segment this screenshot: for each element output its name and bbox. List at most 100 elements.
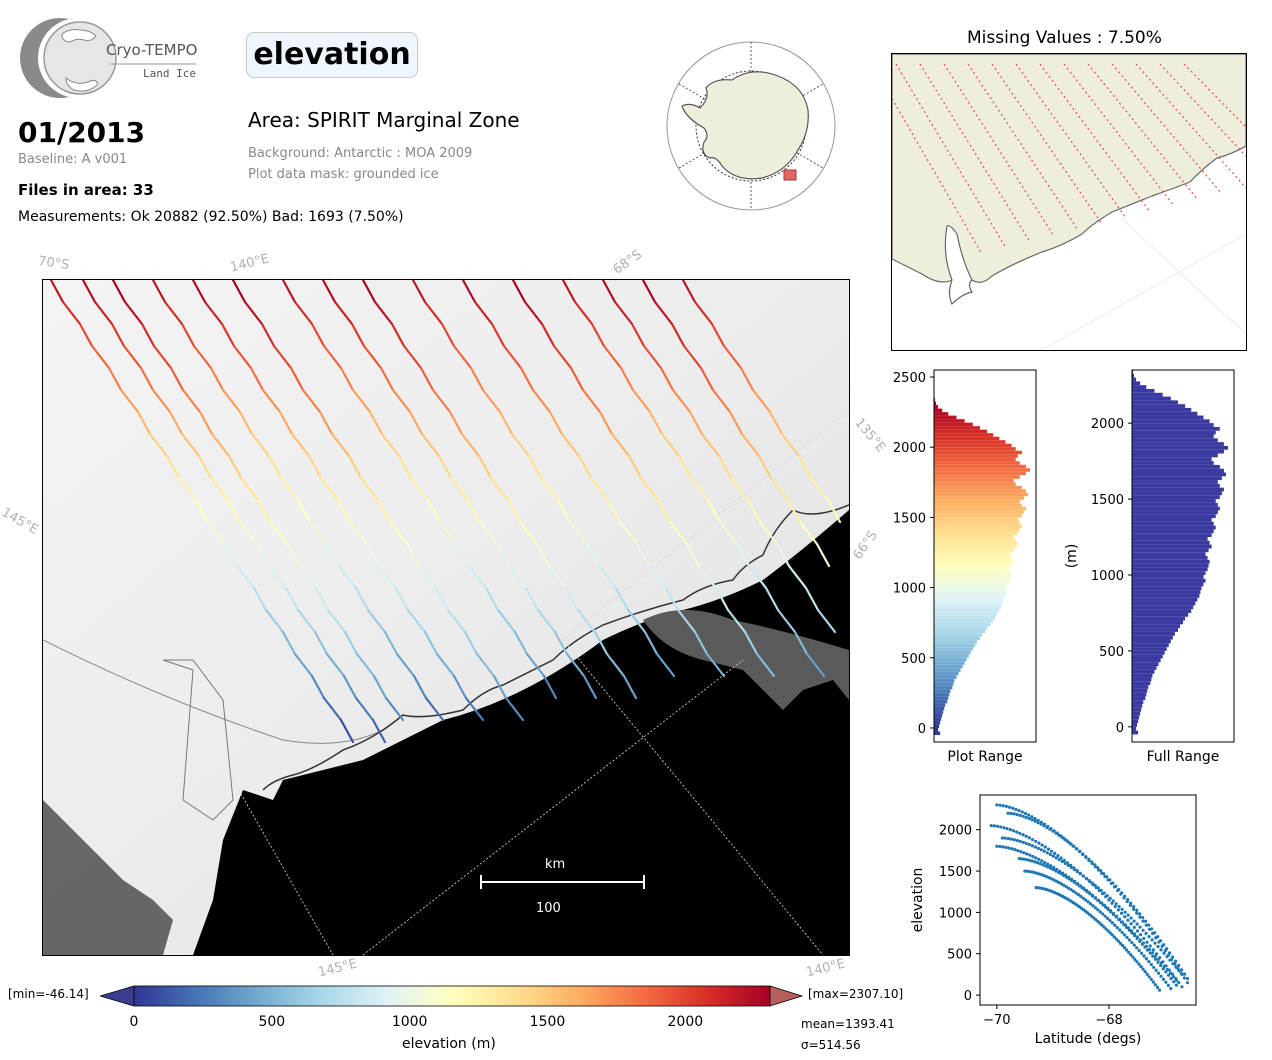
scatter-point: [1114, 937, 1118, 941]
scatter-point: [1027, 842, 1031, 847]
histogram-bar: [934, 584, 1008, 588]
histogram-bar: [934, 647, 973, 651]
histogram-bar: [1132, 445, 1228, 450]
scatter-point: [1159, 974, 1163, 978]
scatter-point: [1050, 877, 1054, 881]
histogram-bar: [934, 506, 1026, 511]
track-segment: [502, 344, 523, 370]
histogram-bar: [934, 443, 1012, 448]
scatter-point: [1105, 875, 1109, 879]
histogram-bar: [1132, 631, 1175, 636]
track-segment: [191, 278, 207, 304]
track-segment: [793, 630, 809, 656]
track-segment: [342, 674, 358, 700]
scatter-point: [1139, 933, 1143, 937]
histogram-bar: [1132, 548, 1209, 553]
track-segment: [477, 454, 493, 480]
x-tick-label: −68: [1095, 1013, 1122, 1028]
scatter-point: [1098, 901, 1103, 905]
track-segment: [728, 410, 744, 436]
scatter-point: [1001, 804, 1005, 808]
scatter-point: [1003, 836, 1008, 840]
scatter-point: [1143, 945, 1147, 949]
histogram-bar: [1132, 597, 1198, 602]
scatter-point: [1156, 960, 1160, 964]
histogram-bar: [934, 531, 1018, 535]
track-segment: [601, 278, 617, 304]
scatter-point: [1031, 854, 1035, 859]
histogram-bar: [934, 408, 943, 413]
scatter-point: [1105, 916, 1110, 920]
histogram-bar: [934, 640, 977, 644]
track-segment: [361, 278, 377, 304]
scatter-point: [1126, 913, 1130, 917]
scatter-point: [1180, 985, 1184, 989]
scatter-point: [1096, 898, 1100, 902]
histogram-bar: [1132, 533, 1212, 538]
track-segment: [642, 344, 663, 370]
track-segment: [232, 344, 253, 370]
track-segment: [343, 630, 359, 656]
track-segment: [405, 542, 421, 568]
track-segment: [706, 498, 722, 524]
scatter-point: [1111, 912, 1116, 917]
track-segment: [449, 476, 470, 502]
scatter-point: [1098, 921, 1102, 925]
histogram-bar: [934, 720, 941, 725]
scatter-point: [1144, 957, 1149, 961]
track-segment: [221, 388, 242, 414]
track-segment: [110, 322, 126, 348]
track-segment: [163, 300, 184, 326]
track-segment: [402, 344, 423, 370]
missing-values-map[interactable]: [891, 53, 1247, 351]
histogram-bar: [934, 678, 955, 683]
scatter-point: [1142, 954, 1146, 958]
scatter-point: [1036, 861, 1040, 865]
track-segment: [339, 718, 355, 744]
scatter-point: [1021, 833, 1025, 837]
track-segment: [511, 278, 527, 304]
main-map[interactable]: km 100: [42, 278, 850, 956]
track-segment: [525, 652, 546, 678]
histogram-bar: [934, 450, 1022, 455]
scatter-point: [1168, 971, 1172, 975]
track-segment: [577, 454, 593, 480]
scatter-point: [1084, 898, 1088, 902]
track-segment: [492, 674, 508, 700]
track-segment: [434, 586, 450, 612]
track-segment: [348, 520, 369, 546]
track-segment: [180, 432, 201, 458]
scatter-point: [1071, 889, 1076, 893]
track-segment: [527, 454, 543, 480]
scatter-point: [1018, 839, 1022, 844]
histogram-bar: [934, 605, 1002, 609]
track-segment: [484, 586, 500, 612]
scatter-point: [1135, 911, 1139, 915]
scatter-point: [1120, 907, 1124, 911]
scatter-point: [1012, 838, 1017, 842]
scatter-point: [1019, 849, 1023, 854]
track-segment: [267, 454, 283, 480]
histogram-bar: [1132, 510, 1218, 515]
histogram-bar: [934, 668, 961, 672]
scatter-point: [1027, 813, 1031, 817]
histogram-bar: [934, 489, 1026, 493]
scatter-point: [1129, 953, 1133, 957]
track-segment: [140, 322, 156, 348]
track-segment: [552, 344, 573, 370]
histogram-bar: [934, 415, 957, 420]
scatter-point: [1062, 883, 1066, 887]
track-segment: [419, 366, 435, 392]
scatter-point: [999, 825, 1003, 829]
scatter-point: [1063, 861, 1067, 866]
track-segment: [560, 432, 581, 458]
scatter-point: [1131, 907, 1136, 911]
histogram-bar: [1132, 563, 1209, 568]
histogram-bar: [1132, 601, 1196, 606]
track-segment: [769, 476, 790, 502]
track-segment: [729, 476, 750, 502]
track-segment: [446, 608, 467, 634]
scatter-point: [1129, 922, 1133, 926]
scatter-point: [1062, 873, 1066, 878]
scatter-point: [1113, 904, 1117, 909]
